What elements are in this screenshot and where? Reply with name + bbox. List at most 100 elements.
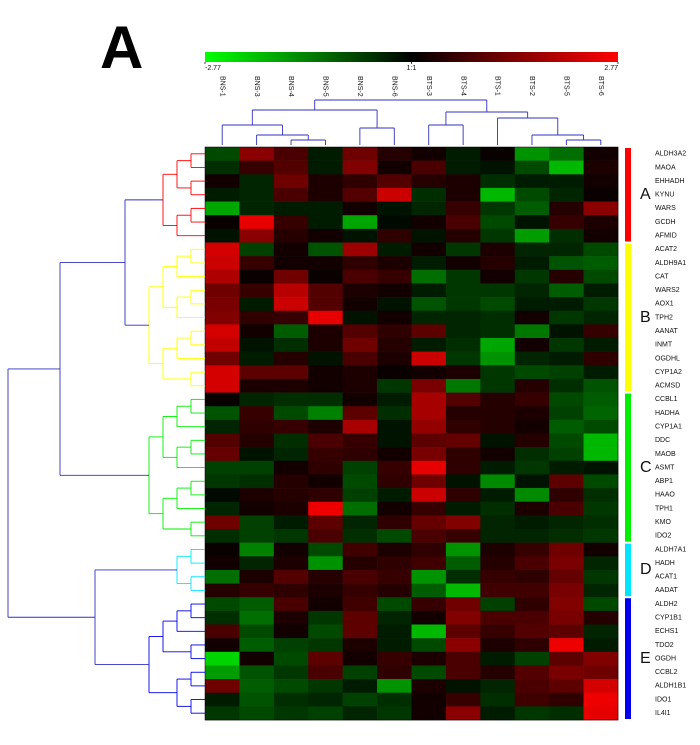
heatmap-cell [205, 624, 240, 639]
heatmap-cell [239, 529, 275, 543]
heatmap-cell [549, 529, 584, 543]
heatmap-cell [239, 378, 275, 393]
heatmap-cell [239, 501, 275, 516]
heatmap-cell [549, 283, 584, 298]
heatmap-cell [273, 338, 309, 352]
heatmap-cell [411, 338, 447, 352]
heatmap-cell [480, 679, 516, 694]
cluster-bar [625, 393, 631, 542]
heatmap-cell [480, 447, 516, 462]
heatmap-cell [480, 187, 516, 202]
row-label: WARS2 [655, 287, 680, 294]
heatmap-cell [445, 624, 481, 639]
heatmap-cell [308, 447, 343, 462]
heatmap-cell [549, 433, 584, 448]
heatmap-cell [445, 556, 481, 571]
heatmap-cell [549, 269, 584, 284]
heatmap-cell [377, 460, 412, 475]
cluster-label: E [640, 650, 651, 667]
row-label: ACAT2 [655, 246, 677, 253]
heatmap-cell [445, 706, 481, 721]
heatmap-cell [549, 242, 584, 257]
heatmap-cell [583, 297, 619, 312]
heatmap-cell [377, 679, 412, 694]
heatmap-cell [445, 665, 481, 680]
heatmap-cell [308, 269, 343, 284]
heatmap-cell [583, 638, 619, 653]
heatmap-cell [342, 338, 378, 352]
heatmap-cell [239, 338, 275, 352]
heatmap-cell [377, 269, 412, 284]
heatmap-cell [583, 515, 619, 530]
heatmap-cell [514, 610, 550, 625]
heatmap-cell [308, 392, 343, 407]
row-label: ABP1 [655, 478, 673, 485]
heatmap-cell [377, 447, 412, 462]
heatmap-cell [377, 187, 412, 202]
heatmap-cell [377, 242, 412, 257]
heatmap-cell [377, 228, 412, 243]
heatmap-cell [549, 147, 584, 161]
heatmap-cell [342, 624, 378, 639]
heatmap-cell [342, 174, 378, 189]
heatmap-cell [480, 692, 516, 707]
heatmap-cell [205, 269, 240, 284]
heatmap-cell [308, 624, 343, 639]
heatmap-cell [411, 228, 447, 243]
cluster-bar [625, 148, 631, 242]
heatmap-cell [308, 706, 343, 721]
heatmap-cell [480, 638, 516, 653]
heatmap-cell [480, 542, 516, 557]
heatmap-cell [308, 283, 343, 298]
heatmap-cell [445, 529, 481, 543]
cluster-label: C [640, 459, 652, 476]
heatmap-cell [583, 201, 619, 216]
heatmap-cell [411, 324, 447, 339]
heatmap-cell [411, 406, 447, 421]
heatmap-cell [342, 433, 378, 448]
heatmap-cell [377, 501, 412, 516]
heatmap-cell [583, 447, 619, 462]
heatmap-cell [273, 310, 309, 325]
heatmap-cell [205, 569, 240, 584]
heatmap-cell [273, 256, 309, 271]
heatmap-cell [411, 174, 447, 189]
heatmap-cell [205, 638, 240, 653]
row-label: DDC [655, 437, 670, 444]
heatmap-cell [377, 174, 412, 189]
heatmap-cell [205, 692, 240, 707]
heatmap-cell [308, 187, 343, 202]
heatmap-cell [583, 351, 619, 366]
heatmap-cell [273, 542, 309, 557]
heatmap-cell [342, 556, 378, 571]
heatmap-cell [411, 706, 447, 721]
heatmap-cell [514, 706, 550, 721]
heatmap-cell [239, 406, 275, 421]
heatmap-cell [514, 392, 550, 407]
heatmap-cell [273, 569, 309, 584]
heatmap-cell [239, 610, 275, 625]
heatmap-cell [480, 651, 516, 666]
heatmap-cell [342, 201, 378, 216]
heatmap-cell [377, 651, 412, 666]
heatmap-cell [205, 324, 240, 339]
row-label: ALDH9A1 [655, 260, 686, 267]
row-label: ACAT1 [655, 574, 677, 581]
heatmap-cell [514, 474, 550, 489]
heatmap-cell [445, 542, 481, 557]
heatmap-cell [514, 365, 550, 380]
heatmap-cell [273, 215, 309, 230]
heatmap-cell [411, 665, 447, 680]
heatmap-cell [514, 419, 550, 434]
heatmap-cell [514, 433, 550, 448]
heatmap-cell [445, 351, 481, 366]
heatmap-cell [480, 460, 516, 475]
heatmap-cell [239, 392, 275, 407]
heatmap-cell [480, 338, 516, 352]
heatmap-cell [445, 160, 481, 175]
heatmap-cell [205, 474, 240, 489]
heatmap-cell [273, 474, 309, 489]
heatmap-cell [239, 583, 275, 598]
heatmap-cell [308, 324, 343, 339]
heatmap-cell [583, 474, 619, 489]
